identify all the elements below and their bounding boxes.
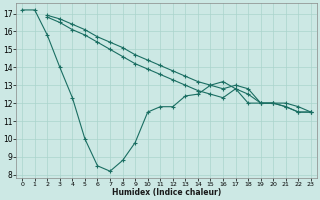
X-axis label: Humidex (Indice chaleur): Humidex (Indice chaleur) <box>112 188 221 197</box>
